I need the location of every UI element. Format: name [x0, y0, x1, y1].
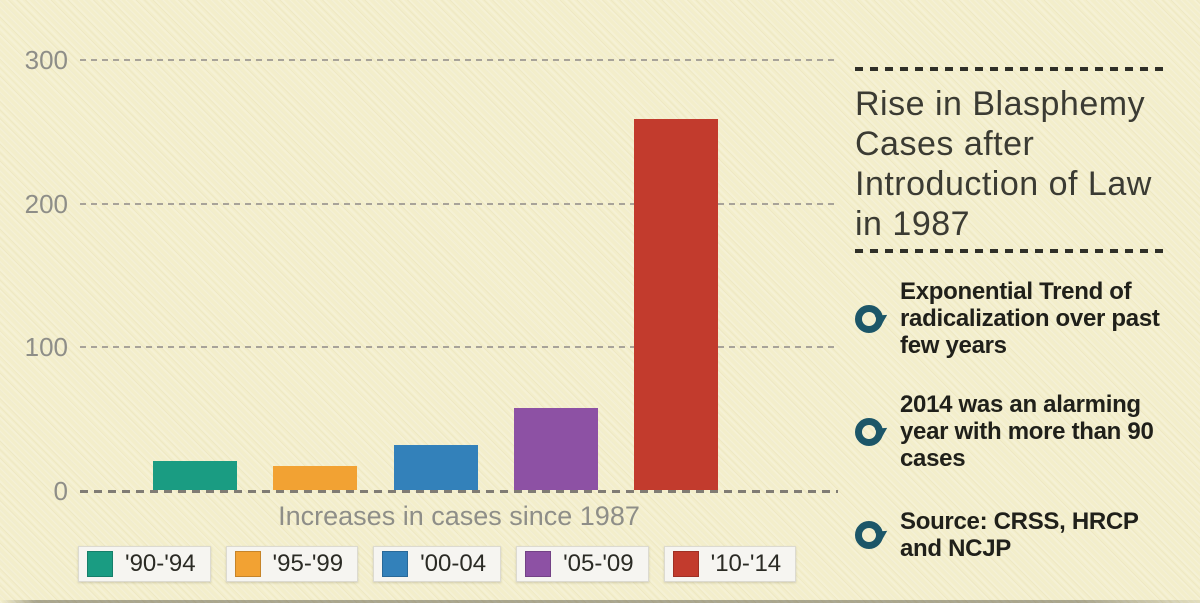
legend-swatch-icon	[87, 551, 113, 577]
legend-swatch-icon	[672, 551, 699, 577]
dashed-separator-top	[855, 67, 1170, 71]
bar-'00-04	[394, 445, 478, 490]
chart-legend: '90-'94 '95-'99 '00-04 '05-'09 '10-'14	[78, 546, 797, 582]
legend-item: '95-'99	[225, 546, 359, 582]
circle-pointer-icon	[855, 417, 883, 446]
legend-swatch-icon	[234, 551, 261, 577]
bullet-item: Exponential Trend of radicalization over…	[855, 278, 1185, 359]
bullet-item: Source: CRSS, HRCP and NCJP	[855, 508, 1185, 562]
legend-label: '90-'94	[125, 550, 196, 577]
legend-swatch-icon	[382, 551, 409, 577]
legend-item: '90-'94	[78, 546, 211, 582]
chart-title-line: Introduction of Law	[855, 165, 1152, 203]
bar-'05-'09	[514, 408, 598, 490]
chart-title-line: Rise in Blasphemy	[855, 85, 1146, 123]
chart-title-line: Cases after	[855, 125, 1035, 163]
chart-title-line: in 1987	[855, 205, 971, 243]
legend-item: '05-'09	[516, 546, 649, 582]
circle-pointer-icon	[855, 304, 883, 333]
x-axis-caption: Increases in cases since 1987	[278, 501, 640, 531]
gridline-y100	[80, 346, 838, 349]
y-tick-label-100: 100	[24, 332, 68, 363]
legend-swatch-icon	[525, 551, 552, 577]
gridline-y300	[80, 59, 838, 61]
legend-item: '00-04	[373, 546, 502, 582]
legend-label: '10-'14	[710, 550, 782, 577]
bullet-text: 2014 was an alarming year with more than…	[900, 391, 1154, 472]
y-tick-label-0: 0	[53, 476, 68, 506]
bullet-text: Source: CRSS, HRCP and NCJP	[900, 508, 1139, 562]
circle-pointer-icon	[855, 521, 883, 549]
legend-label: '05-'09	[563, 550, 634, 577]
bullet-text: Exponential Trend of radicalization over…	[900, 278, 1160, 359]
bar-'95-'99	[273, 465, 357, 490]
bar-'10-'14	[634, 119, 718, 490]
gridline-y200	[80, 202, 838, 205]
legend-label: '00-04	[420, 550, 487, 577]
dashed-separator-bottom	[855, 249, 1170, 253]
chart-title: Rise in Blasphemy Cases after Introduction…	[855, 84, 1185, 244]
bottom-border	[0, 600, 1200, 603]
legend-item: '10-'14	[663, 546, 797, 582]
y-tick-label-200: 200	[24, 188, 68, 219]
y-tick-label-300: 300	[24, 45, 68, 75]
gridline-y0	[80, 490, 838, 493]
legend-label: '95-'99	[272, 550, 344, 577]
bullet-item: 2014 was an alarming year with more than…	[855, 391, 1185, 472]
bar-'90-'94	[153, 461, 237, 490]
